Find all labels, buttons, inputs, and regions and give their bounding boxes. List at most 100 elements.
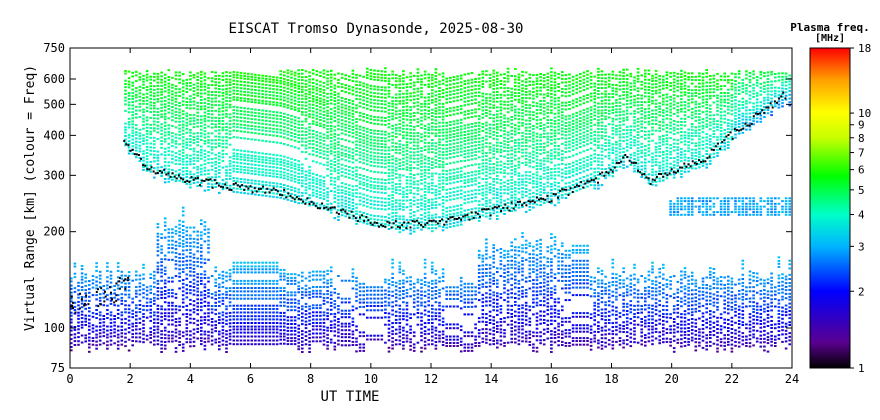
f-region-cell — [275, 88, 279, 91]
e-region-cell — [228, 332, 232, 335]
e-region-cell — [420, 312, 423, 315]
f-region-cell — [243, 171, 246, 174]
f-region-cell — [261, 139, 264, 142]
f-region-cell — [124, 126, 127, 129]
f-region-cell — [319, 178, 322, 181]
e-region-cell — [333, 323, 337, 326]
f-region-cell — [366, 150, 369, 153]
f-region-cell — [405, 156, 409, 159]
f-region-cell — [246, 181, 250, 184]
f-region-cell — [214, 139, 217, 142]
e-region-cell — [329, 266, 333, 269]
f-region-cell — [391, 190, 394, 193]
f-region-cell — [138, 128, 142, 131]
f-region-cell — [210, 109, 214, 112]
e-region-cell — [402, 290, 405, 292]
f-region-cell — [225, 74, 228, 77]
f-region-cell — [135, 93, 138, 96]
f-region-cell — [387, 172, 391, 175]
f-region-cell — [384, 223, 387, 226]
f-region-cell — [362, 115, 365, 118]
f-region-cell — [214, 100, 217, 103]
f-region-cell — [142, 127, 145, 130]
f-region-cell — [264, 140, 268, 143]
e-region-cell — [308, 312, 311, 315]
f-region-cell — [171, 125, 174, 127]
e-region-cell — [160, 323, 163, 326]
e-region-cell — [243, 294, 246, 297]
f-region-cell — [376, 191, 380, 194]
e-region-cell — [250, 287, 254, 289]
f-region-cell — [290, 179, 293, 182]
e-region-cell — [243, 318, 246, 321]
f-region-cell — [394, 117, 398, 120]
e-region-cell — [423, 272, 427, 275]
e-region-cell — [167, 312, 171, 315]
e-region-cell — [156, 254, 160, 257]
e-region-cell — [178, 324, 181, 327]
e-region-cell — [387, 294, 391, 297]
f-region-cell — [228, 113, 232, 116]
f-region-cell — [257, 118, 261, 121]
f-region-cell — [311, 116, 315, 119]
f-region-cell — [250, 125, 254, 127]
e-region-cell — [210, 320, 214, 323]
f-region-cell — [337, 202, 340, 205]
f-region-cell — [156, 75, 160, 78]
e-region-cell — [185, 337, 189, 340]
f-region-cell — [362, 197, 365, 200]
f-region-cell — [264, 93, 268, 96]
f-region-cell — [380, 222, 384, 225]
f-region-cell — [394, 80, 398, 83]
f-region-cell — [178, 104, 181, 107]
f-region-cell — [283, 112, 286, 115]
f-region-cell — [254, 138, 257, 141]
e-region-cell — [427, 310, 430, 313]
f-region-cell — [200, 92, 203, 95]
f-region-cell — [369, 135, 373, 138]
f-region-cell — [297, 134, 300, 137]
e-region-cell — [333, 319, 337, 322]
e-region-cell — [387, 279, 391, 282]
e-region-cell — [174, 255, 178, 258]
f-region-cell — [290, 161, 293, 164]
e-region-cell — [142, 263, 145, 266]
e-region-cell — [210, 339, 214, 342]
f-region-cell — [427, 145, 430, 148]
f-region-cell — [279, 79, 282, 82]
f-region-cell — [250, 114, 254, 117]
f-region-cell — [351, 100, 355, 103]
f-region-cell — [344, 126, 347, 129]
e-region-cell — [225, 337, 228, 339]
e-region-cell — [301, 287, 304, 290]
e-region-cell — [207, 288, 210, 291]
f-region-cell — [181, 155, 185, 157]
e-region-cell — [355, 299, 358, 302]
f-region-cell — [348, 203, 351, 206]
f-region-cell — [351, 151, 355, 154]
f-region-cell — [275, 95, 279, 97]
e-region-cell — [221, 296, 225, 299]
f-region-cell — [286, 75, 290, 78]
e-region-cell — [394, 310, 398, 313]
e-region-cell — [250, 282, 254, 285]
f-region-cell — [160, 146, 163, 149]
e-region-cell — [311, 340, 315, 343]
f-region-cell — [348, 102, 351, 104]
e-region-cell — [178, 320, 181, 323]
e-region-cell — [109, 343, 113, 346]
f-region-cell — [275, 163, 279, 166]
f-region-cell — [174, 120, 178, 123]
f-region-cell — [380, 165, 384, 168]
f-region-cell — [438, 225, 441, 228]
f-region-cell — [434, 128, 438, 131]
e-region-cell — [178, 260, 181, 263]
e-region-cell — [120, 299, 124, 302]
e-region-cell — [304, 323, 308, 326]
f-region-cell — [254, 182, 257, 185]
f-region-cell — [387, 80, 391, 83]
e-region-cell — [116, 284, 120, 287]
e-region-cell — [257, 294, 261, 297]
f-region-cell — [200, 85, 203, 88]
f-region-cell — [351, 177, 355, 180]
